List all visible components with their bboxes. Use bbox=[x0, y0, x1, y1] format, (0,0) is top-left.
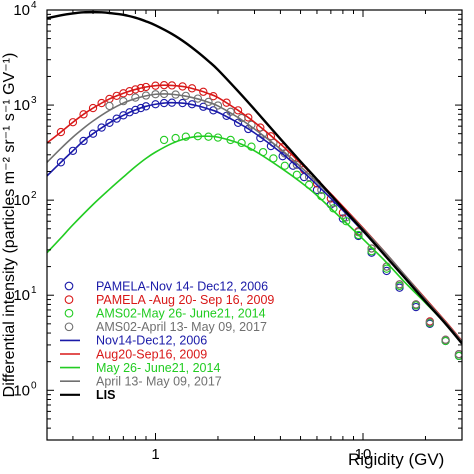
data-point bbox=[256, 133, 265, 143]
y-tick-label: 10 bbox=[13, 192, 30, 209]
series-line-april-13-may-09-2017 bbox=[47, 93, 462, 343]
y-tick-exponent: 4 bbox=[31, 0, 37, 11]
data-point bbox=[342, 217, 351, 226]
data-point bbox=[395, 280, 404, 289]
legend-entry: PAMELA-Nov 14- Dec12, 2006 bbox=[64, 279, 268, 293]
data-point bbox=[411, 300, 421, 309]
legend-marker bbox=[64, 281, 74, 291]
data-point bbox=[233, 106, 243, 115]
data-point bbox=[454, 349, 462, 359]
y-tick-label: 10 bbox=[13, 382, 30, 399]
data-point bbox=[280, 161, 289, 170]
data-point bbox=[159, 135, 169, 145]
data-point bbox=[199, 87, 208, 96]
data-point bbox=[181, 132, 190, 141]
data-point bbox=[354, 230, 363, 240]
data-point bbox=[68, 146, 78, 155]
legend-label: May 26- June21, 2014 bbox=[96, 361, 220, 375]
data-point bbox=[222, 98, 231, 107]
legend-marker bbox=[64, 308, 74, 318]
y-tick-label: 10 bbox=[13, 287, 30, 304]
x-axis-label: Rigidity (GV) bbox=[348, 450, 444, 469]
data-point bbox=[68, 118, 78, 127]
legend-entry: PAMELA -Aug 20- Sep 16, 2009 bbox=[64, 293, 274, 307]
data-point bbox=[97, 123, 106, 132]
legend-entry: April 13- May 09, 2017 bbox=[60, 375, 222, 389]
legend-label: April 13- May 09, 2017 bbox=[96, 375, 222, 389]
legend-entry: Aug20-Sep16, 2009 bbox=[60, 347, 207, 361]
legend-label: PAMELA-Nov 14- Dec12, 2006 bbox=[96, 279, 268, 293]
data-point bbox=[292, 160, 301, 170]
data-point bbox=[354, 228, 363, 237]
data-point bbox=[131, 105, 140, 115]
data-point bbox=[213, 101, 223, 110]
legend-label: PAMELA -Aug 20- Sep 16, 2009 bbox=[96, 293, 274, 307]
data-point bbox=[226, 107, 235, 116]
legend-label: AMS02-April 13- May 09, 2017 bbox=[96, 320, 267, 334]
y-tick-exponent: 2 bbox=[31, 190, 37, 201]
y-tick-label: 10 bbox=[13, 2, 30, 19]
data-point bbox=[56, 127, 66, 137]
data-point bbox=[209, 106, 218, 115]
plot-content bbox=[47, 10, 462, 361]
legend-marker bbox=[64, 322, 74, 332]
legend-entry: LIS bbox=[60, 388, 115, 402]
series-line-lis bbox=[47, 10, 462, 345]
legend-label: LIS bbox=[96, 388, 115, 402]
legend-entry: Nov14-Dec12, 2006 bbox=[60, 334, 207, 348]
legend-label: AMS02-May 26- June21, 2014 bbox=[96, 307, 266, 321]
data-point bbox=[131, 85, 140, 94]
data-point bbox=[441, 335, 450, 344]
data-point bbox=[382, 264, 391, 273]
data-point bbox=[367, 244, 376, 253]
legend-label: Aug20-Sep16, 2009 bbox=[96, 347, 207, 361]
y-tick-label: 10 bbox=[13, 97, 30, 114]
data-point bbox=[88, 103, 98, 113]
data-point bbox=[56, 158, 66, 167]
y-axis-label: Differential intensity (particles m⁻² sr… bbox=[1, 53, 18, 398]
data-point bbox=[79, 136, 88, 146]
legend-marker bbox=[64, 295, 74, 304]
data-point bbox=[312, 185, 322, 195]
data-point bbox=[382, 266, 391, 276]
y-tick-exponent: 3 bbox=[31, 95, 37, 106]
data-point bbox=[112, 114, 121, 123]
series-line-may-26-june21-2014 bbox=[47, 135, 462, 345]
data-point bbox=[136, 103, 145, 113]
data-point bbox=[425, 318, 435, 327]
legend-label: Nov14-Dec12, 2006 bbox=[96, 334, 207, 348]
x-tick-label: 1 bbox=[151, 446, 159, 463]
data-point bbox=[141, 102, 151, 111]
data-point bbox=[88, 129, 98, 138]
x-tick-label: 10 bbox=[355, 446, 372, 463]
legend-entry: May 26- June21, 2014 bbox=[60, 361, 220, 375]
y-tick-exponent: 0 bbox=[31, 380, 37, 391]
data-point bbox=[105, 118, 114, 128]
data-point bbox=[125, 87, 134, 96]
data-point bbox=[79, 110, 88, 119]
y-tick-exponent: 1 bbox=[31, 285, 37, 296]
legend-entry: AMS02-April 13- May 09, 2017 bbox=[64, 320, 267, 334]
data-point bbox=[97, 98, 106, 108]
legend-entry: AMS02-May 26- June21, 2014 bbox=[64, 307, 266, 321]
